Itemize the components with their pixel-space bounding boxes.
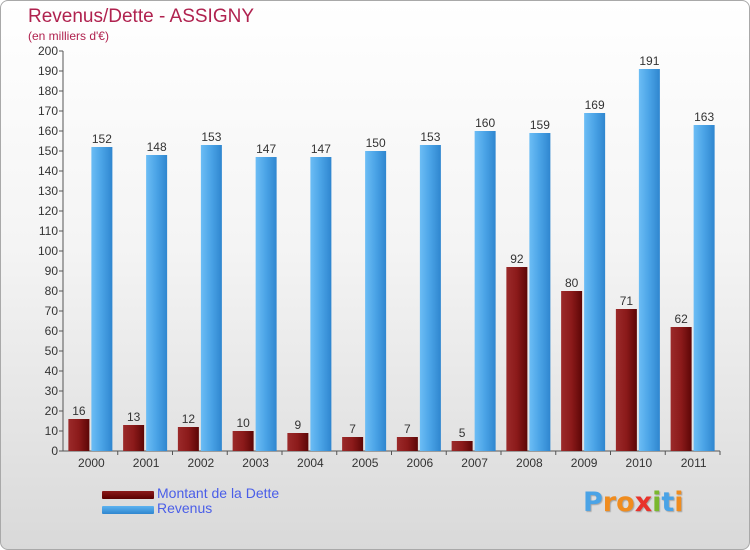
y-tick-label: 140 xyxy=(38,164,58,178)
bar-revenus xyxy=(529,133,551,451)
y-tick-label: 150 xyxy=(38,144,58,158)
bar-revenus xyxy=(255,157,277,451)
y-tick-label: 130 xyxy=(38,184,58,198)
bar-revenus xyxy=(584,113,606,451)
bar-dette xyxy=(287,433,309,451)
x-tick-label: 2003 xyxy=(242,456,269,470)
bar-revenus xyxy=(365,151,387,451)
bar-dette xyxy=(670,327,692,451)
bar-revenus xyxy=(638,69,660,451)
y-tick-label: 160 xyxy=(38,124,58,138)
logo-letter: o xyxy=(616,487,635,518)
logo-letter: r xyxy=(602,487,617,518)
data-label: 163 xyxy=(694,110,714,124)
logo-letter: x xyxy=(634,487,653,518)
y-tick-label: 30 xyxy=(45,384,59,398)
data-label: 150 xyxy=(366,136,386,150)
y-tick-label: 200 xyxy=(38,44,58,58)
bar-dette xyxy=(232,431,254,451)
x-tick-label: 2007 xyxy=(461,456,488,470)
data-label: 147 xyxy=(256,142,276,156)
data-label: 153 xyxy=(201,130,221,144)
y-tick-label: 70 xyxy=(45,304,59,318)
y-tick-label: 40 xyxy=(45,364,59,378)
data-label: 5 xyxy=(459,426,466,440)
data-label: 92 xyxy=(510,252,524,266)
data-label: 13 xyxy=(127,410,141,424)
x-tick-label: 2002 xyxy=(188,456,215,470)
data-label: 153 xyxy=(420,130,440,144)
y-tick-label: 20 xyxy=(45,404,59,418)
bar-revenus xyxy=(146,155,168,451)
x-tick-label: 2006 xyxy=(407,456,434,470)
y-tick-label: 80 xyxy=(45,284,59,298)
data-label: 169 xyxy=(585,98,605,112)
x-tick-label: 2001 xyxy=(133,456,160,470)
bar-dette xyxy=(396,437,418,451)
x-tick-label: 2009 xyxy=(571,456,598,470)
bar-dette xyxy=(177,427,199,451)
bar-dette xyxy=(451,441,473,451)
x-tick-label: 2000 xyxy=(78,456,105,470)
proxiti-logo: Proxiti xyxy=(583,487,684,518)
data-label: 191 xyxy=(639,54,659,68)
x-tick-label: 2011 xyxy=(681,456,707,470)
y-tick-label: 100 xyxy=(38,244,58,258)
y-tick-label: 90 xyxy=(45,264,59,278)
y-tick-label: 120 xyxy=(38,204,58,218)
data-label: 10 xyxy=(236,416,250,430)
bar-revenus xyxy=(200,145,222,451)
y-tick-label: 0 xyxy=(51,444,58,458)
data-label: 152 xyxy=(92,132,112,146)
legend-swatch-dette xyxy=(102,491,154,499)
chart-title: Revenus/Dette - ASSIGNY xyxy=(28,6,254,27)
y-tick-label: 170 xyxy=(38,104,58,118)
bar-revenus xyxy=(310,157,332,451)
legend-label-revenus: Revenus xyxy=(157,500,213,516)
x-tick-label: 2005 xyxy=(352,456,379,470)
y-tick-label: 10 xyxy=(45,424,59,438)
bar-dette xyxy=(615,309,637,451)
data-label: 12 xyxy=(182,412,196,426)
logo-letter: P xyxy=(583,487,603,518)
bar-revenus xyxy=(91,147,113,451)
bar-revenus xyxy=(419,145,441,451)
data-label: 62 xyxy=(674,312,688,326)
data-label: 9 xyxy=(295,418,302,432)
data-label: 80 xyxy=(565,276,579,290)
bar-dette xyxy=(123,425,145,451)
bar-revenus xyxy=(474,131,496,451)
data-label: 7 xyxy=(349,422,356,436)
data-label: 16 xyxy=(72,404,86,418)
logo-letter: t xyxy=(661,487,675,518)
x-tick-label: 2010 xyxy=(626,456,653,470)
y-tick-label: 110 xyxy=(39,224,58,238)
y-tick-label: 180 xyxy=(38,84,58,98)
y-tick-label: 60 xyxy=(45,324,59,338)
data-label: 160 xyxy=(475,116,495,130)
y-tick-label: 50 xyxy=(45,344,59,358)
data-label: 148 xyxy=(147,140,167,154)
bar-dette xyxy=(561,291,583,451)
data-label: 7 xyxy=(404,422,411,436)
data-label: 147 xyxy=(311,142,331,156)
x-tick-label: 2004 xyxy=(297,456,324,470)
bar-dette xyxy=(68,419,90,451)
logo-letter: i xyxy=(674,487,684,518)
chart-subtitle: (en milliers d'€) xyxy=(28,29,109,43)
bar-revenus xyxy=(693,125,715,451)
bar-dette xyxy=(506,267,528,451)
x-tick-label: 2008 xyxy=(516,456,543,470)
y-tick-label: 190 xyxy=(38,64,58,78)
logo-letter: i xyxy=(652,487,662,518)
legend-label-dette: Montant de la Dette xyxy=(157,485,280,501)
bar-dette xyxy=(342,437,364,451)
data-label: 71 xyxy=(620,294,634,308)
legend-swatch-revenus xyxy=(102,506,154,514)
data-label: 159 xyxy=(530,118,550,132)
